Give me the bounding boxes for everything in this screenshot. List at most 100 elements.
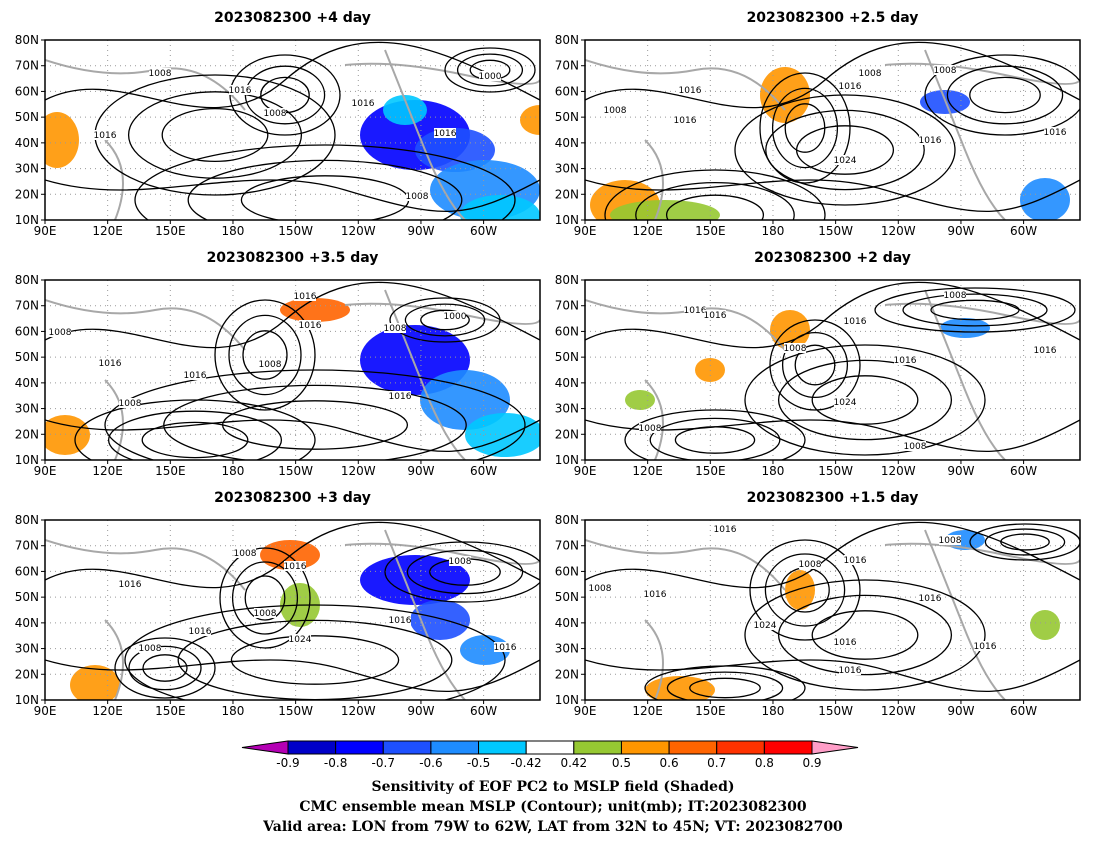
lat-tick-label: 70N bbox=[15, 539, 39, 553]
isobar bbox=[114, 637, 216, 699]
sensitivity-shading bbox=[465, 413, 540, 457]
contour-label: 1008 bbox=[944, 291, 967, 301]
caption-line-2: CMC ensemble mean MSLP (Contour); unit(m… bbox=[299, 799, 807, 815]
isobar bbox=[811, 375, 919, 425]
contour-label-bg bbox=[434, 128, 456, 138]
lon-tick-label: 60W bbox=[1010, 464, 1037, 478]
sensitivity-shading bbox=[420, 370, 510, 430]
contour-label-bg bbox=[189, 626, 211, 636]
contour-label: 1008 bbox=[859, 69, 882, 79]
contour-label-bg bbox=[119, 398, 141, 408]
isobar bbox=[128, 645, 202, 691]
isobar bbox=[585, 521, 1080, 589]
lat-tick-label: 10N bbox=[555, 213, 579, 227]
contour-label-bg bbox=[254, 608, 276, 618]
contour-label: 1016 bbox=[839, 666, 862, 676]
colorbar-swatch bbox=[716, 740, 765, 755]
contour-label-bg bbox=[894, 355, 916, 365]
isobar bbox=[585, 419, 1080, 453]
contour-label-bg bbox=[94, 130, 116, 140]
colorbar-tick-label: -0.42 bbox=[511, 756, 542, 770]
isobar bbox=[74, 399, 316, 460]
sensitivity-shading bbox=[45, 112, 79, 168]
panel-title: 2023082300 +3 day bbox=[214, 490, 371, 506]
lon-tick-label: 90W bbox=[407, 704, 434, 718]
lat-tick-label: 40N bbox=[555, 136, 579, 150]
map-frame bbox=[584, 39, 1081, 221]
contour-label: 1008 bbox=[384, 324, 407, 334]
colorbar-swatch bbox=[525, 740, 575, 755]
isobar bbox=[604, 169, 826, 220]
sensitivity-shading bbox=[610, 200, 720, 220]
contour-label: 1016 bbox=[229, 86, 252, 96]
contour-label-bg bbox=[839, 665, 861, 675]
caption: Sensitivity of EOF PC2 to MSLP field (Sh… bbox=[262, 779, 843, 835]
lat-tick-label: 10N bbox=[555, 453, 579, 467]
lat-tick-label: 20N bbox=[15, 427, 39, 441]
isobar bbox=[585, 179, 1080, 213]
isobar bbox=[794, 344, 836, 386]
lon-tick-label: 150W bbox=[278, 464, 313, 478]
contour-label-bg bbox=[259, 359, 281, 369]
contour-label: 1008 bbox=[589, 584, 612, 594]
isobar bbox=[874, 287, 1076, 333]
contour-label: 1016 bbox=[434, 129, 457, 139]
contour-label: 1008 bbox=[406, 192, 429, 202]
contour-label: 1016 bbox=[1044, 128, 1067, 138]
lon-tick-label: 120W bbox=[881, 224, 916, 238]
colorbar-tick-label: 0.7 bbox=[707, 756, 726, 770]
panel-title: 2023082300 +1.5 day bbox=[747, 490, 919, 506]
map-panel: 2023082300 +1.5 day101610081016101610081… bbox=[555, 490, 1081, 718]
contour-label-bg bbox=[119, 579, 141, 589]
contour-label: 1016 bbox=[189, 627, 212, 637]
lon-tick-label: 90E bbox=[34, 224, 57, 238]
contour-label: 1016 bbox=[704, 311, 727, 321]
contour-label: 1000 bbox=[444, 312, 467, 322]
colorbar-swatch bbox=[478, 740, 527, 755]
contour-label-bg bbox=[149, 68, 171, 78]
lat-tick-label: 30N bbox=[15, 162, 39, 176]
lat-tick-label: 80N bbox=[555, 513, 579, 527]
contour-label-bg bbox=[799, 559, 821, 569]
isobar bbox=[456, 53, 524, 87]
colorbar-swatch bbox=[287, 740, 337, 755]
lon-tick-label: 120W bbox=[341, 464, 376, 478]
lon-tick-label: 90W bbox=[407, 224, 434, 238]
caption-line-3: Valid area: LON from 79W to 62W, LAT fro… bbox=[262, 819, 843, 835]
isobar bbox=[134, 144, 516, 220]
lon-tick-label: 120W bbox=[881, 464, 916, 478]
contour-label: 1016 bbox=[894, 356, 917, 366]
lat-tick-label: 60N bbox=[555, 324, 579, 338]
lon-tick-label: 120W bbox=[341, 224, 376, 238]
contour-label: 1016 bbox=[844, 317, 867, 327]
contour-label: 1016 bbox=[714, 525, 737, 535]
lon-tick-label: 90W bbox=[947, 464, 974, 478]
lat-tick-label: 80N bbox=[555, 33, 579, 47]
colorbar-tick-label: 0.6 bbox=[660, 756, 679, 770]
lon-tick-label: 90E bbox=[34, 704, 57, 718]
isobar bbox=[665, 194, 765, 220]
lat-tick-label: 50N bbox=[15, 110, 39, 124]
contour-label-bg bbox=[389, 391, 411, 401]
lat-tick-label: 40N bbox=[555, 376, 579, 390]
contour-label-bg bbox=[99, 358, 121, 368]
contour-label-bg bbox=[704, 310, 726, 320]
map-frame bbox=[44, 279, 541, 461]
colorbar-tick-label: -0.5 bbox=[467, 756, 490, 770]
lon-tick-label: 180 bbox=[222, 704, 245, 718]
contour-label: 1016 bbox=[644, 590, 667, 600]
lon-tick-label: 90W bbox=[407, 464, 434, 478]
colorbar-swatch bbox=[668, 740, 718, 755]
isobar bbox=[585, 659, 1080, 693]
colorbar-arrow-right bbox=[811, 740, 859, 755]
contour-label-bg bbox=[352, 98, 374, 108]
lat-tick-label: 50N bbox=[15, 350, 39, 364]
colorbar-swatch bbox=[763, 740, 813, 755]
lon-tick-label: 150E bbox=[695, 224, 726, 238]
isobar bbox=[219, 547, 311, 649]
contour-label-bg bbox=[834, 637, 856, 647]
isobar bbox=[104, 369, 526, 460]
contour-label-bg bbox=[444, 311, 466, 321]
colorbar-tick-label: -0.9 bbox=[276, 756, 299, 770]
